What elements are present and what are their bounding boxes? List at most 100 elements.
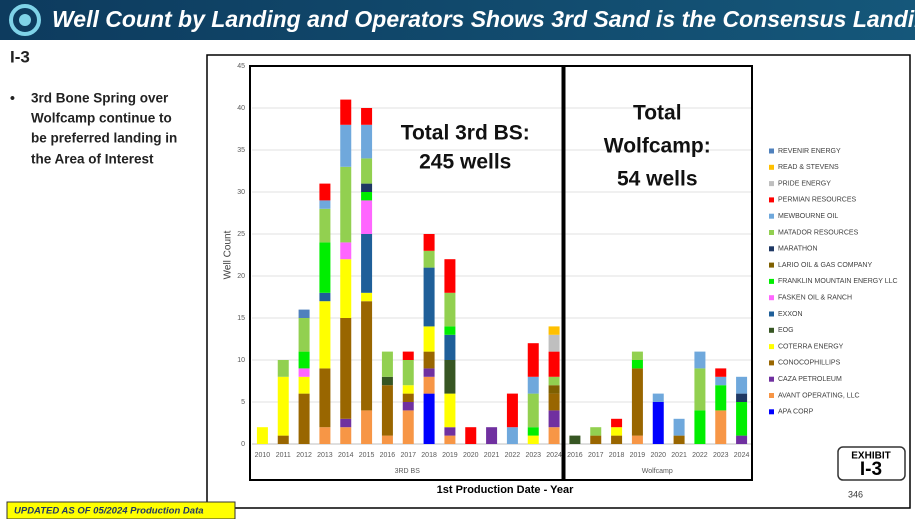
- bar-segment: [319, 200, 331, 209]
- legend-label: REVENIR ENERGY: [778, 148, 841, 155]
- annotation: 54 wells: [617, 168, 698, 191]
- bar-segment: [361, 410, 373, 444]
- bar-segment: [402, 360, 414, 386]
- legend-label: APA CORP: [778, 409, 814, 416]
- x-tick-label: 2017: [588, 452, 604, 459]
- bar-segment: [277, 435, 289, 444]
- x-tick-label: 2021: [484, 452, 500, 459]
- annotation: Total 3rd BS:: [401, 122, 530, 145]
- legend-label: FASKEN OIL & RANCH: [778, 295, 852, 302]
- bar-segment: [423, 368, 435, 377]
- bar-segment: [631, 351, 643, 360]
- bar-segment: [694, 368, 706, 411]
- bar-segment: [319, 301, 331, 369]
- group-label: 3RD BS: [395, 468, 421, 475]
- bar-segment: [340, 427, 352, 444]
- x-tick-label: 2016: [380, 452, 396, 459]
- x-axis-label: 1st Production Date - Year: [437, 484, 574, 496]
- bar-segment: [548, 326, 560, 335]
- bar-segment: [361, 301, 373, 411]
- bar-segment: [715, 410, 727, 444]
- bar-segment: [402, 402, 414, 411]
- bar-segment: [631, 368, 643, 436]
- bar-segment: [486, 427, 498, 444]
- group-label: Wolfcamp: [642, 468, 673, 475]
- legend-swatch: [769, 213, 774, 219]
- header-title: Well Count by Landing and Operators Show…: [52, 6, 915, 32]
- annotation: 245 wells: [419, 151, 511, 174]
- bar-segment: [527, 376, 539, 394]
- bar-segment: [423, 326, 435, 352]
- group-box: [561, 65, 753, 481]
- legend-label: PRIDE ENERGY: [778, 180, 831, 187]
- bar-segment: [381, 376, 393, 386]
- x-tick-label: 2020: [463, 452, 479, 459]
- x-tick-label: 2024: [734, 452, 750, 459]
- bar-segment: [569, 435, 581, 444]
- bar-segment: [319, 242, 331, 293]
- bar-segment: [590, 435, 602, 444]
- bar-segment: [423, 376, 435, 394]
- bar-segment: [361, 292, 373, 302]
- bar-segment: [340, 418, 352, 428]
- x-tick-label: 2017: [400, 452, 416, 459]
- bar-segment: [673, 418, 685, 436]
- bar-segment: [548, 376, 560, 386]
- x-tick-label: 2022: [692, 452, 708, 459]
- bar-segment: [423, 351, 435, 369]
- bar-segment: [423, 393, 435, 444]
- bar-segment: [402, 351, 414, 360]
- legend-swatch: [769, 278, 774, 284]
- bar-segment: [444, 435, 456, 444]
- legend-swatch: [769, 393, 774, 398]
- bar-segment: [548, 385, 560, 394]
- bar-segment: [298, 351, 310, 369]
- legend-label: FRANKLIN MOUNTAIN ENERGY LLC: [778, 278, 898, 285]
- bar-segment: [298, 318, 310, 352]
- x-tick-label: 2013: [317, 452, 333, 459]
- bar-segment: [319, 427, 331, 444]
- bar-segment: [444, 334, 456, 360]
- bar-segment: [319, 292, 331, 302]
- x-tick-label: 2016: [567, 452, 583, 459]
- bar-segment: [361, 234, 373, 293]
- legend-label: LARIO OIL & GAS COMPANY: [778, 262, 872, 269]
- legend-swatch: [769, 409, 774, 415]
- bar-segment: [298, 376, 310, 394]
- legend-label: PERMIAN RESOURCES: [778, 197, 857, 204]
- bar-segment: [402, 393, 414, 402]
- bar-segment: [736, 402, 748, 436]
- x-tick-label: 2015: [359, 452, 375, 459]
- bar-segment: [694, 351, 706, 369]
- bar-segment: [444, 360, 456, 394]
- legend-swatch: [769, 376, 774, 382]
- bar-segment: [736, 435, 748, 444]
- bar-segment: [423, 234, 435, 251]
- bar-segment: [527, 343, 539, 377]
- legend-label: MATADOR RESOURCES: [778, 229, 859, 236]
- bar-segment: [548, 334, 560, 352]
- page-number: 346: [848, 489, 863, 499]
- x-tick-label: 2023: [525, 452, 541, 459]
- section-label: I-3: [10, 47, 30, 66]
- bar-segment: [340, 259, 352, 318]
- bar-segment: [527, 393, 539, 428]
- bar-segment: [361, 200, 373, 234]
- bar-segment: [340, 99, 352, 125]
- bar-segment: [298, 393, 310, 444]
- legend-swatch: [769, 148, 774, 154]
- bar-segment: [381, 351, 393, 377]
- legend-swatch: [769, 295, 774, 301]
- annotation: Total: [633, 102, 682, 125]
- y-tick-label: 35: [237, 147, 245, 154]
- y-tick-label: 10: [237, 357, 245, 364]
- x-tick-label: 2018: [421, 452, 437, 459]
- bar-segment: [444, 259, 456, 293]
- bar-segment: [611, 427, 623, 436]
- logo-core: [19, 14, 31, 26]
- bar-segment: [527, 427, 539, 436]
- x-tick-label: 2014: [338, 452, 354, 459]
- bar-segment: [715, 385, 727, 411]
- annotation: Wolfcamp:: [604, 135, 711, 158]
- x-tick-label: 2022: [505, 452, 521, 459]
